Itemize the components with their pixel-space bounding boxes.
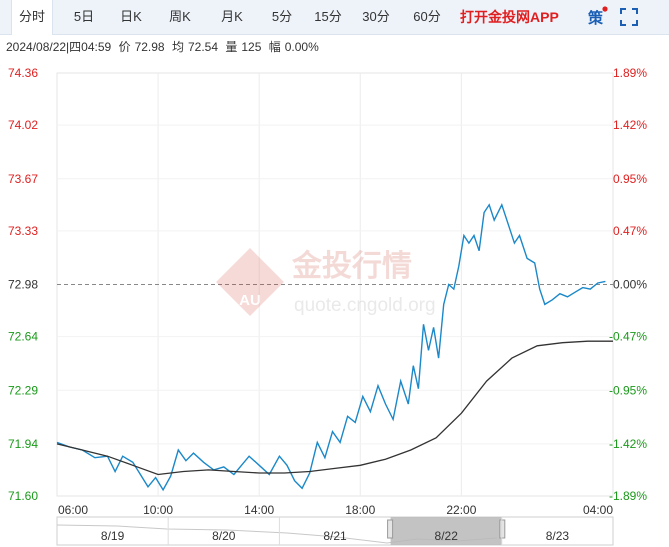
series-line-average xyxy=(56,340,613,476)
tab-3[interactable]: 周K xyxy=(169,9,191,24)
volume-value: 125 xyxy=(241,40,262,54)
x-tick-label: 22:00 xyxy=(446,503,476,517)
x-tick-label: 06:00 xyxy=(58,503,88,517)
price-label: 价 xyxy=(118,40,131,54)
tab-0[interactable]: 分时 xyxy=(11,0,53,35)
navigator-date-label: 8/23 xyxy=(546,529,570,543)
change-value: 0.00% xyxy=(284,40,319,54)
tab-8[interactable]: 60分 xyxy=(413,9,441,24)
pct-tick-label: 0.47% xyxy=(613,224,647,238)
tab-7[interactable]: 30分 xyxy=(362,9,390,24)
y-tick-label: 72.64 xyxy=(8,330,38,344)
pct-tick-label: -1.89% xyxy=(609,489,647,503)
watermark-url: quote.cngold.org xyxy=(294,295,436,316)
pct-tick-label: 1.89% xyxy=(613,66,647,80)
tab-5[interactable]: 5分 xyxy=(271,9,293,24)
navigator-date-label: 8/21 xyxy=(323,529,347,543)
volume-label: 量 xyxy=(225,40,238,54)
pct-tick-label: -0.95% xyxy=(609,383,647,397)
change-label: 幅 xyxy=(268,40,281,54)
tab-4[interactable]: 月K xyxy=(221,9,243,24)
y-tick-label: 73.67 xyxy=(8,172,38,186)
y-tick-label: 71.60 xyxy=(8,489,38,503)
tab-1[interactable]: 5日 xyxy=(73,9,95,24)
y-tick-label: 74.02 xyxy=(8,118,38,132)
strategy-label: 策 xyxy=(587,9,604,27)
time-navigator: 8/19 8/20 8/21 8/22 8/23 xyxy=(56,516,614,546)
navigator-handle-left[interactable] xyxy=(387,519,394,539)
watermark-brand: 金投行情 xyxy=(291,249,412,283)
x-axis-labels: 06:00 10:00 14:00 18:00 22:00 04:00 xyxy=(58,503,613,517)
pct-tick-label: 0.95% xyxy=(613,172,647,186)
y-tick-label: 73.33 xyxy=(8,224,38,238)
avg-label: 均 xyxy=(171,40,184,54)
navigator-date-label: 8/20 xyxy=(212,529,236,543)
chart-series xyxy=(56,202,613,492)
strategy-icon[interactable]: 策 xyxy=(586,6,608,28)
y-axis-labels: 74.36 1.89% 74.02 1.42% 73.67 0.95% 73.33 0.47%… xyxy=(8,66,647,503)
x-tick-label: 14:00 xyxy=(244,503,274,517)
watermark-logo-text: AU xyxy=(239,292,261,309)
y-tick-label: 74.36 xyxy=(8,66,38,80)
quote-info-bar: 2024/08/22|四04:59 价 72.98 均 72.54 量 125 幅 0.… xyxy=(6,38,323,56)
x-tick-label: 10:00 xyxy=(143,503,173,517)
y-tick-label: 71.94 xyxy=(8,437,38,451)
period-toolbar: 分时 5日 日K 周K 月K 5分 15分 30分 60分 打开金投网APP 策 xyxy=(0,0,669,35)
tab-2[interactable]: 日K xyxy=(120,9,142,24)
open-app-link[interactable]: 打开金投网APP xyxy=(460,9,559,25)
pct-tick-label: -1.42% xyxy=(609,437,647,451)
watermark-logo-icon: AU xyxy=(216,248,284,316)
y-tick-label: 72.98 xyxy=(8,278,38,292)
navigator-frame xyxy=(56,516,614,546)
quote-datetime: 2024/08/22|四04:59 xyxy=(6,40,112,54)
pct-tick-label: -0.47% xyxy=(609,330,647,344)
navigator-date-label: 8/19 xyxy=(101,529,125,543)
tab-6[interactable]: 15分 xyxy=(314,9,342,24)
watermark: AU 金投行情 quote.cngold.org xyxy=(216,248,436,316)
pct-tick-label: 1.42% xyxy=(613,118,647,132)
fullscreen-icon[interactable] xyxy=(618,6,640,28)
series-line-price xyxy=(56,202,606,492)
chart-grid xyxy=(56,72,614,497)
avg-value: 72.54 xyxy=(187,40,218,54)
navigator-date-label: 8/22 xyxy=(435,529,459,543)
pct-tick-label: 0.00% xyxy=(613,278,647,292)
price-value: 72.98 xyxy=(134,40,165,54)
navigator-selection[interactable] xyxy=(390,517,502,545)
y-tick-label: 72.29 xyxy=(8,383,38,397)
x-tick-label: 18:00 xyxy=(345,503,375,517)
x-tick-label: 04:00 xyxy=(583,503,613,517)
